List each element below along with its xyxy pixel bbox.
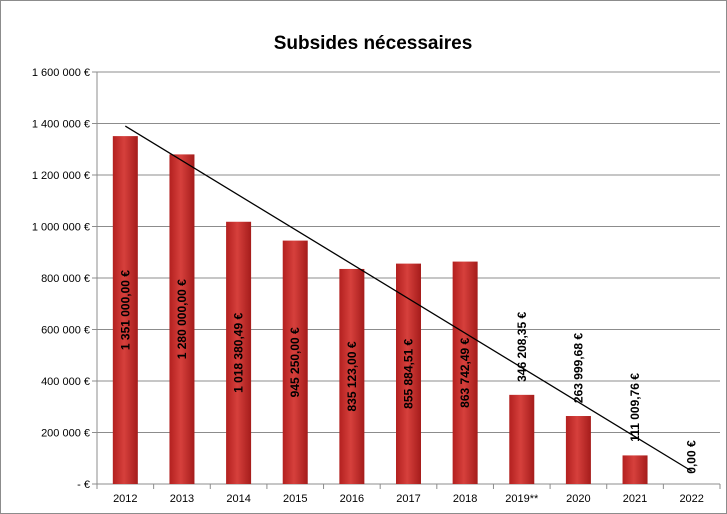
bar	[169, 154, 195, 484]
bar	[226, 221, 252, 484]
bar	[112, 136, 138, 484]
data-label: 346 208,35 €	[515, 311, 529, 381]
bar	[282, 240, 308, 484]
bar	[622, 455, 648, 484]
bar	[452, 261, 478, 484]
y-tick-label: 800 000 €	[41, 273, 90, 285]
data-label: 863 742,49 €	[458, 337, 472, 407]
x-tick-label: 2018	[453, 493, 477, 505]
x-tick-label: 2015	[283, 493, 307, 505]
y-tick-label: - €	[77, 479, 90, 491]
bar	[509, 394, 535, 484]
y-tick-label: 1 000 000 €	[32, 222, 90, 234]
chart-title: Subsides nécessaires	[274, 33, 473, 54]
data-label: 835 123,00 €	[345, 341, 359, 411]
data-label: 263 999,68 €	[571, 333, 585, 403]
x-tick-label: 2022	[679, 493, 703, 505]
x-tick-label: 2017	[396, 493, 420, 505]
bar	[565, 416, 591, 484]
x-tick-label: 2013	[170, 493, 194, 505]
y-tick-label: 600 000 €	[41, 325, 90, 337]
y-tick-label: 1 200 000 €	[32, 170, 90, 182]
data-label: 855 884,51 €	[402, 338, 416, 408]
y-tick-label: 1 400 000 €	[32, 119, 90, 131]
data-label: 1 018 380,49 €	[232, 313, 246, 393]
bar	[339, 268, 365, 484]
data-label: 1 280 000,00 €	[175, 279, 189, 359]
y-tick-label: 1 600 000 €	[32, 67, 90, 79]
y-tick-label: 200 000 €	[41, 428, 90, 440]
y-tick-label: 400 000 €	[41, 376, 90, 388]
x-tick-label: 2021	[623, 493, 647, 505]
x-tick-label: 2014	[226, 493, 250, 505]
x-tick-label: 2020	[566, 493, 590, 505]
data-label: 111 009,76 €	[628, 373, 642, 442]
data-label: 0,00 €	[685, 440, 699, 474]
x-tick-label: 2016	[340, 493, 364, 505]
x-tick-label: 2012	[113, 493, 137, 505]
data-label: 1 351 000,00 €	[118, 270, 132, 350]
trendline	[124, 125, 693, 472]
bar	[396, 263, 421, 484]
x-tick-label: 2019**	[505, 493, 539, 505]
data-label: 945 250,00 €	[288, 327, 302, 397]
